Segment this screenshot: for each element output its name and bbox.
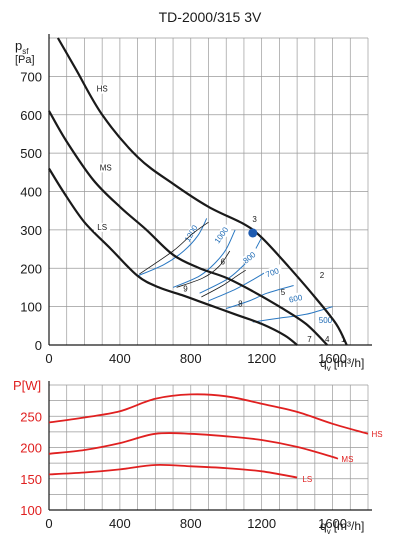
system-curve-800 <box>199 237 263 294</box>
y-tick-label: 200 <box>20 441 42 456</box>
system-curve-500 <box>252 306 333 323</box>
y-tick-label: 200 <box>20 261 42 276</box>
system-curve-700 <box>208 269 270 302</box>
operating-point-label: 8 <box>238 300 243 309</box>
operating-point-marker <box>248 228 258 238</box>
x-tick-label: 400 <box>109 516 131 531</box>
y-tick-label: 300 <box>20 223 42 238</box>
operating-point-label: 3 <box>252 215 257 224</box>
fan-curve-label: HS <box>97 85 108 94</box>
power-curve-label: HS <box>372 430 383 439</box>
y-tick-label: 0 <box>35 338 42 353</box>
curve-label-bg <box>97 163 114 173</box>
system-curve-600 <box>226 285 294 309</box>
power-curve-ms <box>48 432 339 460</box>
operating-point-label: 4 <box>325 335 330 344</box>
x-tick-label: 800 <box>180 516 202 531</box>
x-tick-label: 0 <box>45 516 52 531</box>
efficiency-curve <box>139 221 209 275</box>
operating-point-label: 2 <box>320 271 325 280</box>
power-chart: 100 150 200 250 0 400 800 1200 1600 HS MS LS <box>20 381 383 531</box>
operating-point-label: 9 <box>183 284 188 293</box>
y-tick-label: 100 <box>20 300 42 315</box>
fan-curve-hs <box>56 37 348 346</box>
x-tick-label: 400 <box>109 351 131 366</box>
power-curve-label: MS <box>341 455 353 464</box>
operating-point-label: 7 <box>307 335 312 344</box>
y-tick-label: 150 <box>20 472 42 487</box>
system-curve-label: 700 <box>265 266 281 279</box>
x-tick-label: 0 <box>45 351 52 366</box>
system-curve-1000 <box>172 229 236 288</box>
x-tick-label: 1200 <box>247 516 276 531</box>
pressure-unit-label: [Pa] <box>15 54 35 66</box>
pressure-axis-label: psf <box>15 38 29 56</box>
power-curve-ls <box>48 463 298 479</box>
system-label-bg <box>214 223 233 244</box>
airflow-axis-label-top: qv [m³/h] <box>320 356 364 373</box>
system-curve-label: 500 <box>319 316 333 325</box>
system-curve-label: 600 <box>288 293 303 305</box>
fan-curve-ms <box>48 110 328 346</box>
operating-point-label: 5 <box>281 288 286 297</box>
system-curve-1200 <box>137 218 208 277</box>
system-label-bg <box>240 247 261 266</box>
system-label-bg <box>263 264 284 279</box>
operating-point-label: 1 <box>341 335 346 344</box>
power-axis-label: P[W] <box>13 378 41 393</box>
x-tick-label: 1600 <box>318 516 347 531</box>
y-tick-label: 500 <box>20 146 42 161</box>
airflow-axis-label-bottom: qv [m³/h] <box>320 519 364 536</box>
y-tick-label: 100 <box>20 503 42 518</box>
curve-label-bg <box>94 84 111 94</box>
y-tick-label: 600 <box>20 108 42 123</box>
system-label-bg <box>316 315 335 325</box>
chart-title: TD-2000/315 3V <box>159 9 262 25</box>
x-tick-label: 800 <box>180 351 202 366</box>
power-curve-label: LS <box>302 475 312 484</box>
y-tick-label: 700 <box>20 69 42 84</box>
y-tick-label: 250 <box>20 409 42 424</box>
system-label-bg <box>286 291 306 304</box>
fan-curve-label: LS <box>97 223 107 232</box>
fan-curve-label: MS <box>100 163 112 172</box>
curve-label-bg <box>94 222 111 232</box>
x-tick-label: 1200 <box>247 351 276 366</box>
operating-point-label: 6 <box>220 257 225 266</box>
y-tick-label: 400 <box>20 185 42 200</box>
fan-curve-ls <box>48 167 298 346</box>
x-tick-label: 1600 <box>318 351 347 366</box>
power-curve-hs <box>48 393 369 435</box>
